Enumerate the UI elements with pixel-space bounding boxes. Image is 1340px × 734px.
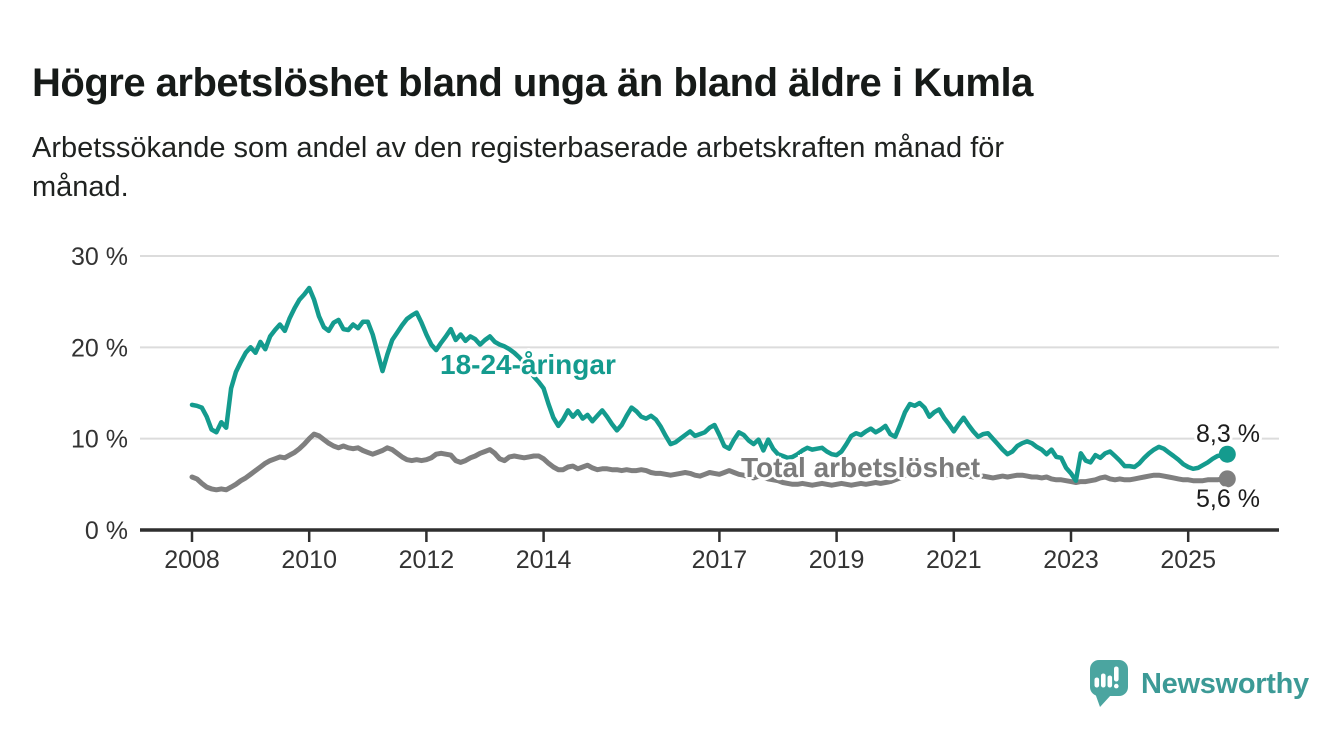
newsworthy-logo[interactable]: Newsworthy (1086, 660, 1309, 708)
end-value-label-total: 5,6 % (1196, 485, 1260, 513)
x-tick-label-2010: 2010 (281, 546, 337, 574)
newsworthy-logo-text: Newsworthy (1141, 667, 1309, 700)
y-tick-label-30: 30 % (71, 243, 128, 271)
subtitle-line-2: månad. (32, 171, 129, 203)
y-tick-label-20: 20 % (71, 334, 128, 362)
chart-subtitle: Arbetssökande som andel av den registerb… (32, 129, 1004, 207)
y-tick-label-0: 0 % (85, 517, 128, 545)
newsworthy-logo-icon (1090, 660, 1128, 707)
y-tick-label-10: 10 % (71, 426, 128, 454)
x-tick-label-2025: 2025 (1160, 546, 1216, 574)
series-label-total: Total arbetslöshet (741, 452, 981, 483)
x-tick-label-2014: 2014 (516, 546, 572, 574)
subtitle-line-1: Arbetssökande som andel av den registerb… (32, 132, 1005, 164)
x-tick-label-2012: 2012 (399, 546, 455, 574)
series-label-youth: 18-24-åringar (440, 349, 616, 380)
x-tick-label-2008: 2008 (164, 546, 220, 574)
x-tick-label-2019: 2019 (809, 546, 865, 574)
end-value-label-youth: 8,3 % (1196, 420, 1260, 448)
youth-series-line (189, 285, 1230, 483)
total-series-line (189, 431, 1230, 493)
x-tick-label-2017: 2017 (692, 546, 748, 574)
total-end-dot (1218, 470, 1236, 488)
x-tick-label-2023: 2023 (1043, 546, 1099, 574)
youth-end-dot (1218, 445, 1236, 463)
page-title: Högre arbetslöshet bland unga än bland ä… (32, 60, 1033, 105)
x-tick-label-2021: 2021 (926, 546, 982, 574)
